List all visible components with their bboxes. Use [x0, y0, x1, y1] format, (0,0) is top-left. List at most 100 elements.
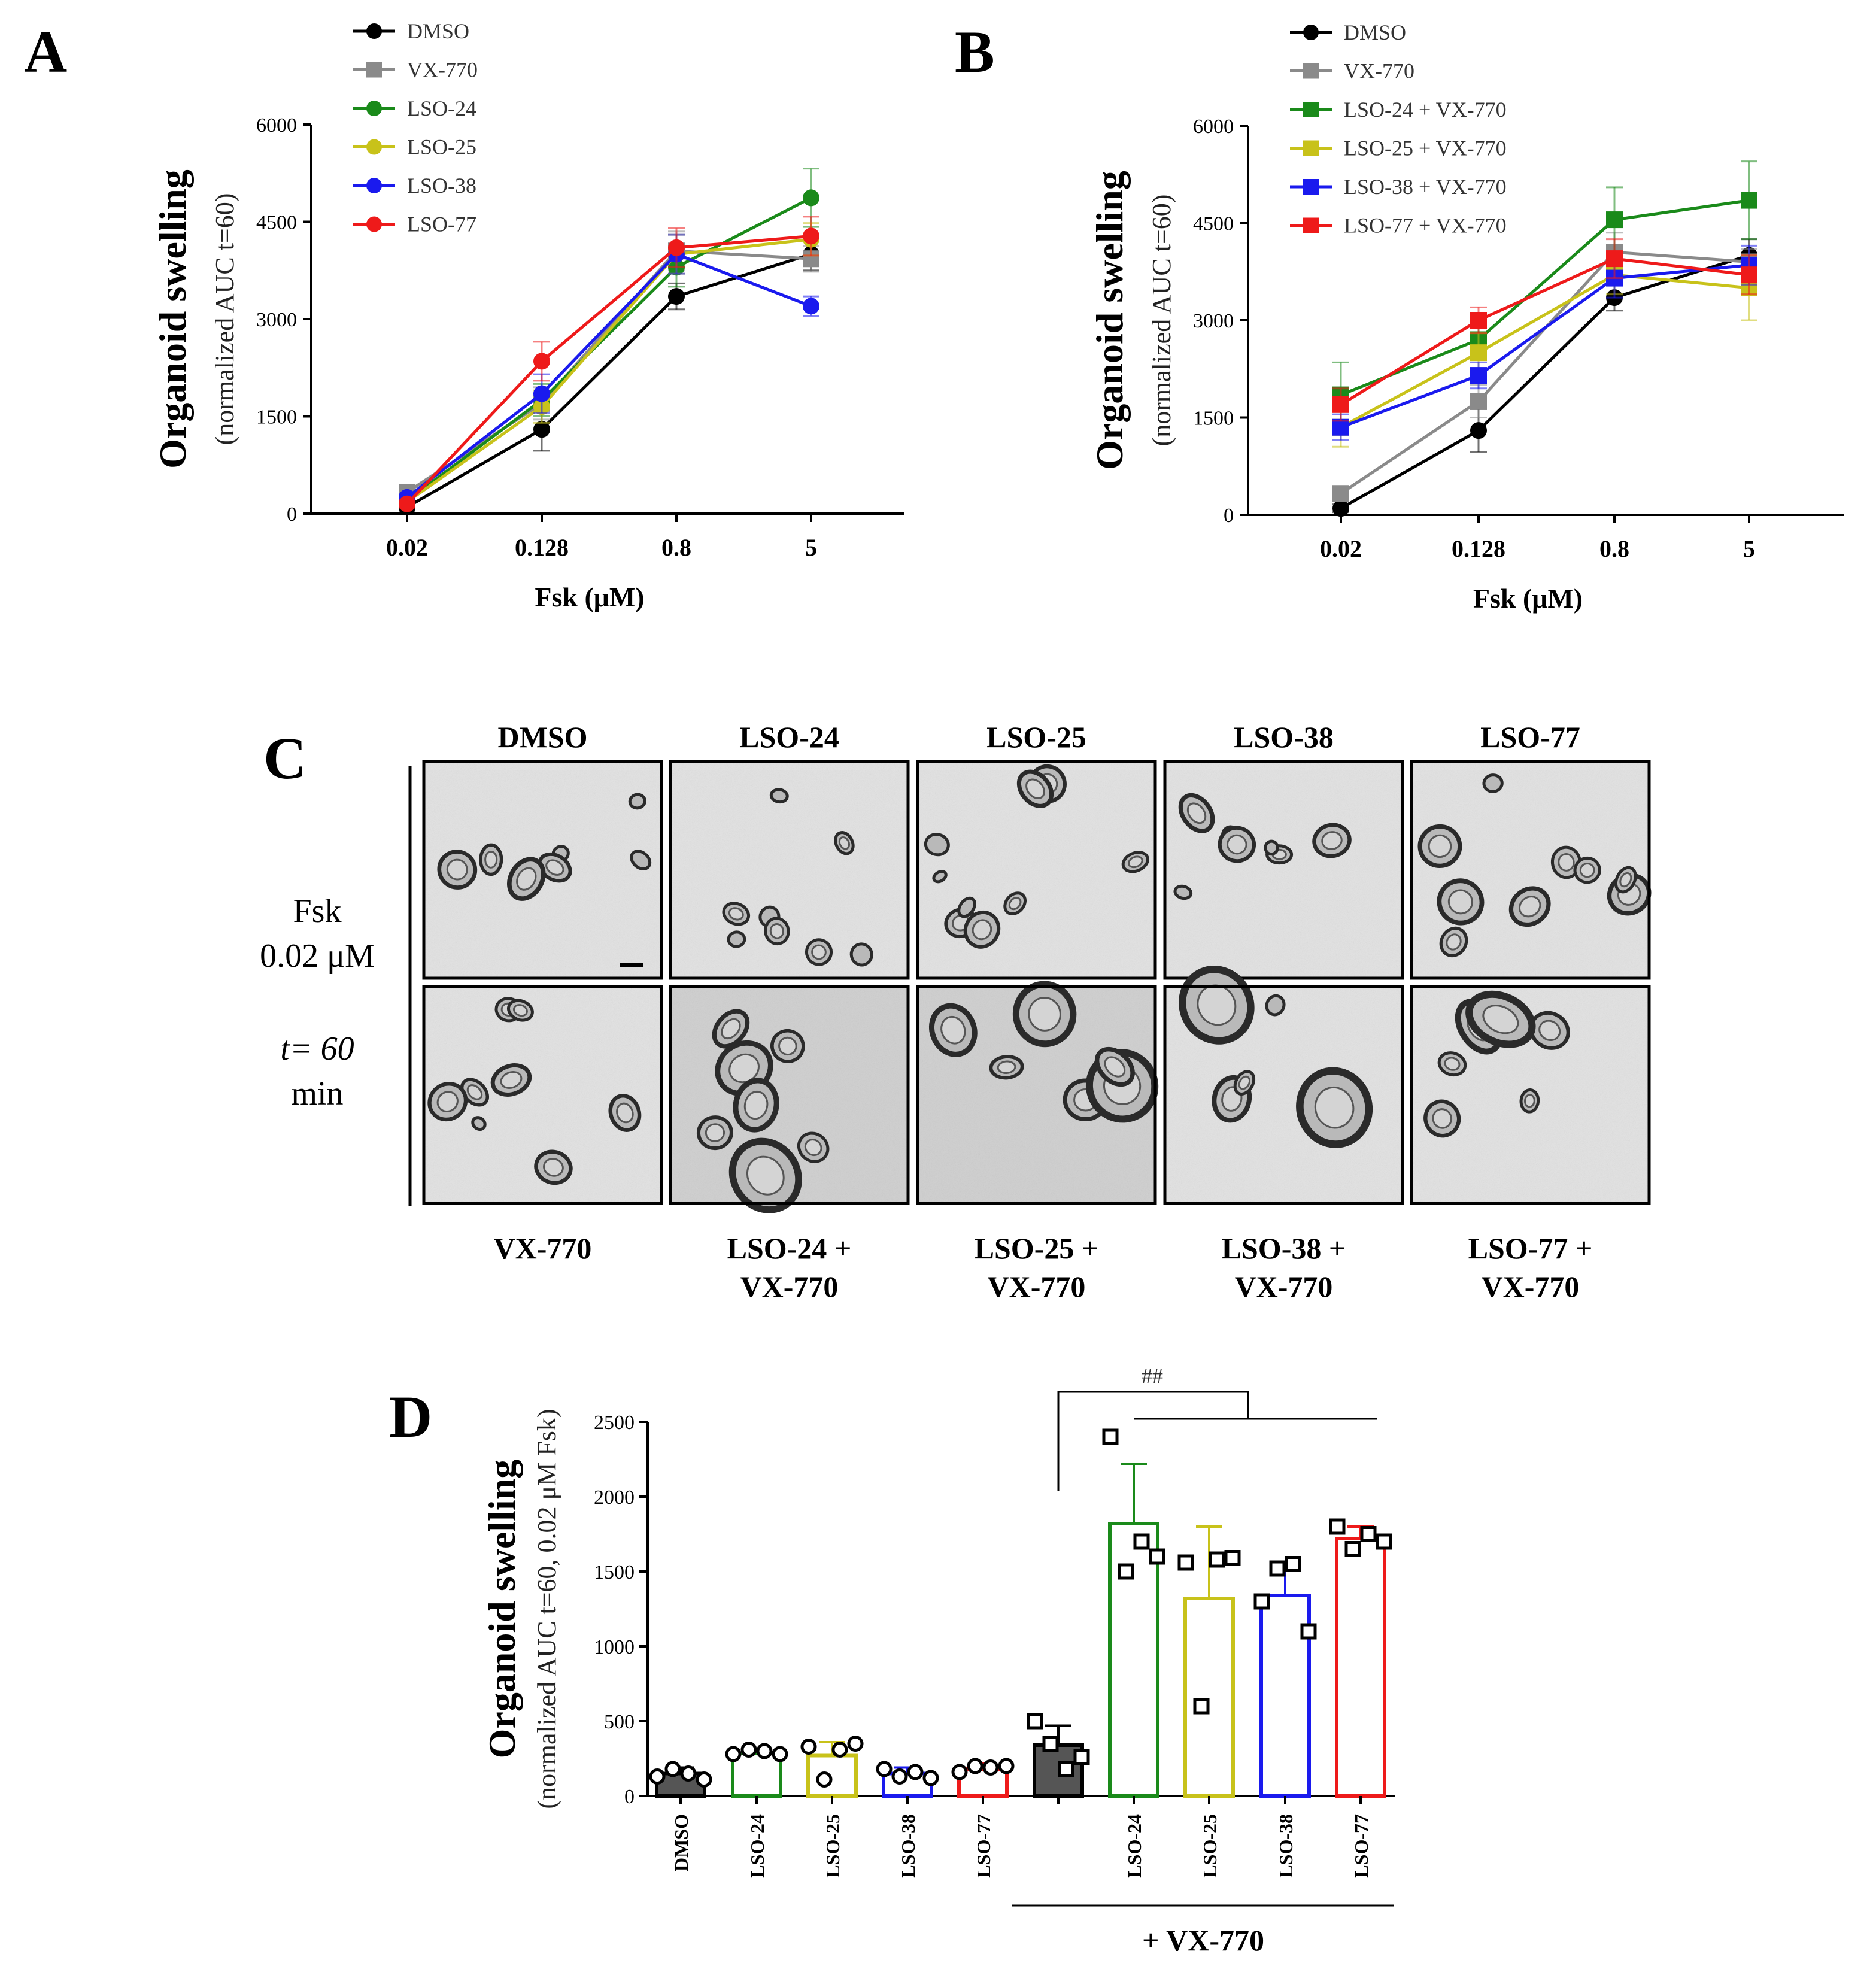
data-point [1177, 1554, 1194, 1571]
organoid-lumen [1558, 853, 1575, 872]
organoid-lumen [705, 1123, 725, 1142]
organoid [1439, 926, 1468, 958]
series-lso-38-vx-770 [1332, 244, 1757, 441]
bottom-column-label: LSO-25 + [975, 1231, 1099, 1265]
data-point [1058, 1761, 1074, 1777]
series-line [1340, 257, 1750, 406]
data-point [696, 1771, 712, 1788]
y-axis-subtitle: (normalized AUC t=60, 0.02 μM Fsk) [532, 1409, 561, 1809]
series-lso-25-vx-770 [1332, 254, 1757, 448]
organoid [733, 1078, 779, 1133]
organoid [1437, 878, 1485, 926]
legend-label: LSO-25 + VX-770 [1344, 136, 1507, 160]
x-axis-title: Fsk (μM) [1473, 583, 1583, 614]
bar-group [1253, 1556, 1317, 1798]
legend-marker [1303, 102, 1319, 117]
data-point [1224, 1550, 1241, 1566]
y-tick-label: 1500 [594, 1561, 635, 1583]
significance-bracket [1057, 1391, 1249, 1491]
organoid [1614, 866, 1637, 894]
data-point [982, 1759, 999, 1776]
y-tick-label: 2000 [594, 1486, 635, 1509]
micrograph-bottom [1410, 985, 1651, 1205]
bar-group [725, 1742, 788, 1798]
organoid [1312, 823, 1352, 858]
organoid-wall [1265, 994, 1286, 1017]
data-point [1133, 1533, 1150, 1550]
x-category-label: DMSO [670, 1814, 692, 1871]
y-axis-title: Organoid swelling [1088, 171, 1131, 470]
data-point [1285, 1556, 1301, 1572]
bottom-column-label-2: VX-770 [1235, 1270, 1333, 1303]
organoid [932, 870, 948, 884]
organoid-lumen [1447, 889, 1474, 915]
x-tick-label: 5 [1743, 535, 1755, 562]
legend-label: LSO-77 [407, 213, 476, 236]
x-tick-label: 0.8 [1599, 535, 1629, 562]
organoid [507, 999, 534, 1022]
data-point [772, 1746, 788, 1762]
top-column-label: LSO-77 [1480, 720, 1580, 754]
micrograph-border [1410, 760, 1651, 980]
y-axis-subtitle: (normalized AUC t=60) [1147, 195, 1176, 447]
data-point [1470, 393, 1487, 410]
top-column-label: DMSO [498, 720, 588, 754]
organoid-wall [957, 896, 976, 918]
organoid [534, 1149, 573, 1185]
bar-group [1027, 1713, 1090, 1798]
panel-letter: B [955, 19, 995, 85]
series-line [406, 252, 812, 499]
legend-marker [1303, 63, 1319, 79]
y-axis-title: Organoid swelling [481, 1460, 523, 1759]
data-point [1102, 1428, 1119, 1445]
organoid-wall [1482, 773, 1504, 793]
top-column-label: LSO-25 [986, 720, 1086, 754]
data-point [1149, 1548, 1165, 1565]
group-label: + VX-770 [1142, 1924, 1264, 1957]
y-tick-label: 0 [1224, 505, 1234, 527]
organoid-lumen [1446, 933, 1462, 951]
series-line [406, 196, 812, 502]
organoid [1508, 886, 1551, 927]
micrograph-border [916, 760, 1157, 980]
micrograph-bottom [1163, 966, 1404, 1205]
bar-group [876, 1761, 939, 1798]
organoid-lumen [1482, 1005, 1519, 1034]
data-point [1329, 1518, 1346, 1535]
y-tick-label: 6000 [1193, 116, 1234, 138]
legend-label: DMSO [407, 19, 469, 43]
organoid-lumen [484, 850, 498, 869]
bar [1183, 1597, 1235, 1798]
legend-label: LSO-25 [407, 135, 476, 159]
organoid [479, 843, 503, 876]
data-point [756, 1743, 773, 1759]
micrograph-border [1410, 985, 1651, 1205]
y-tick-label: 0 [624, 1786, 635, 1808]
y-tick-label: 2500 [594, 1412, 635, 1434]
bottom-column-label: LSO-38 + [1222, 1231, 1346, 1265]
y-axis-subtitle: (normalized AUC t=60) [210, 193, 239, 445]
x-category-label: LSO-25 [822, 1814, 843, 1878]
legend-marker [1303, 25, 1319, 40]
x-category-label: LSO-38 [897, 1814, 919, 1878]
series-line [1340, 254, 1750, 510]
organoid [727, 930, 746, 948]
organoid [1482, 773, 1504, 793]
organoid [1016, 769, 1054, 808]
organoid [957, 896, 976, 918]
organoid-wall [932, 870, 948, 884]
organoid [427, 1082, 468, 1122]
legend-marker [1303, 179, 1319, 195]
series-lso-77 [399, 216, 819, 512]
organoid-lumen [1008, 897, 1022, 911]
x-tick-label: 0.02 [386, 534, 428, 561]
micrograph-border [422, 760, 663, 980]
data-point [803, 298, 819, 315]
y-tick-label: 0 [287, 503, 297, 526]
organoid-lumen [721, 1018, 741, 1040]
series-line [406, 234, 812, 505]
data-point [803, 189, 819, 207]
bar-group [1177, 1525, 1241, 1798]
organoid [1437, 1051, 1467, 1077]
